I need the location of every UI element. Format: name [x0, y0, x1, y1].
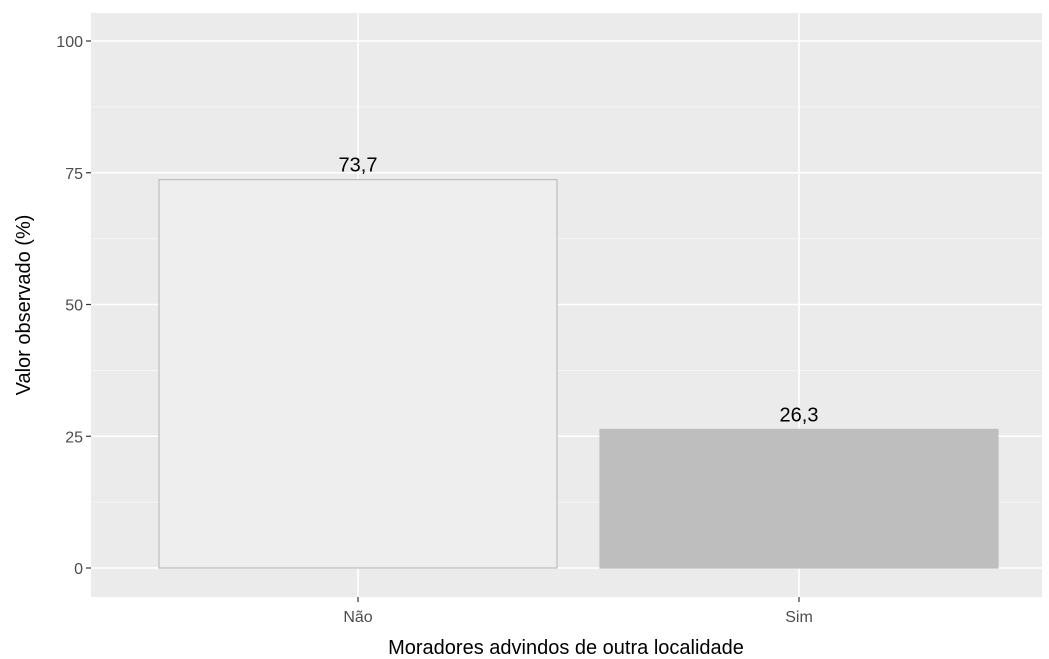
x-axis-ticks: Não Sim	[343, 597, 813, 626]
bar-não	[158, 179, 558, 569]
bar-value-label: 26,3	[780, 404, 819, 426]
y-tick-label: 100	[56, 34, 83, 51]
bar-value-labels: 73,7 26,3	[339, 155, 819, 427]
y-tick-label: 25	[65, 429, 83, 446]
bar-sim	[599, 428, 999, 569]
bars	[158, 179, 999, 569]
x-tick-label: Não	[343, 609, 372, 626]
bar-value-label: 73,7	[339, 155, 378, 177]
y-axis-ticks: 0 25 50 75 100	[56, 34, 91, 578]
x-tick-label: Sim	[785, 609, 813, 626]
x-axis-title: Moradores advindos de outra localidade	[388, 637, 744, 659]
y-tick-label: 75	[65, 166, 83, 183]
y-axis-title: Valor observado (%)	[13, 215, 35, 396]
y-tick-label: 50	[65, 298, 83, 315]
y-tick-label: 0	[74, 561, 83, 578]
